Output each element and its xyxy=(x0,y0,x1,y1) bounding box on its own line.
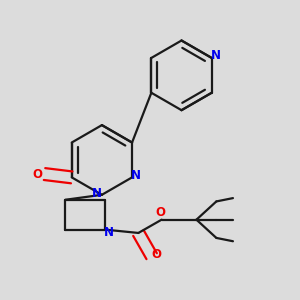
Text: O: O xyxy=(155,206,165,219)
Text: N: N xyxy=(130,169,140,182)
Text: N: N xyxy=(211,49,221,62)
Text: N: N xyxy=(103,226,113,239)
Text: O: O xyxy=(152,248,162,261)
Text: O: O xyxy=(32,168,42,181)
Text: N: N xyxy=(92,187,102,200)
